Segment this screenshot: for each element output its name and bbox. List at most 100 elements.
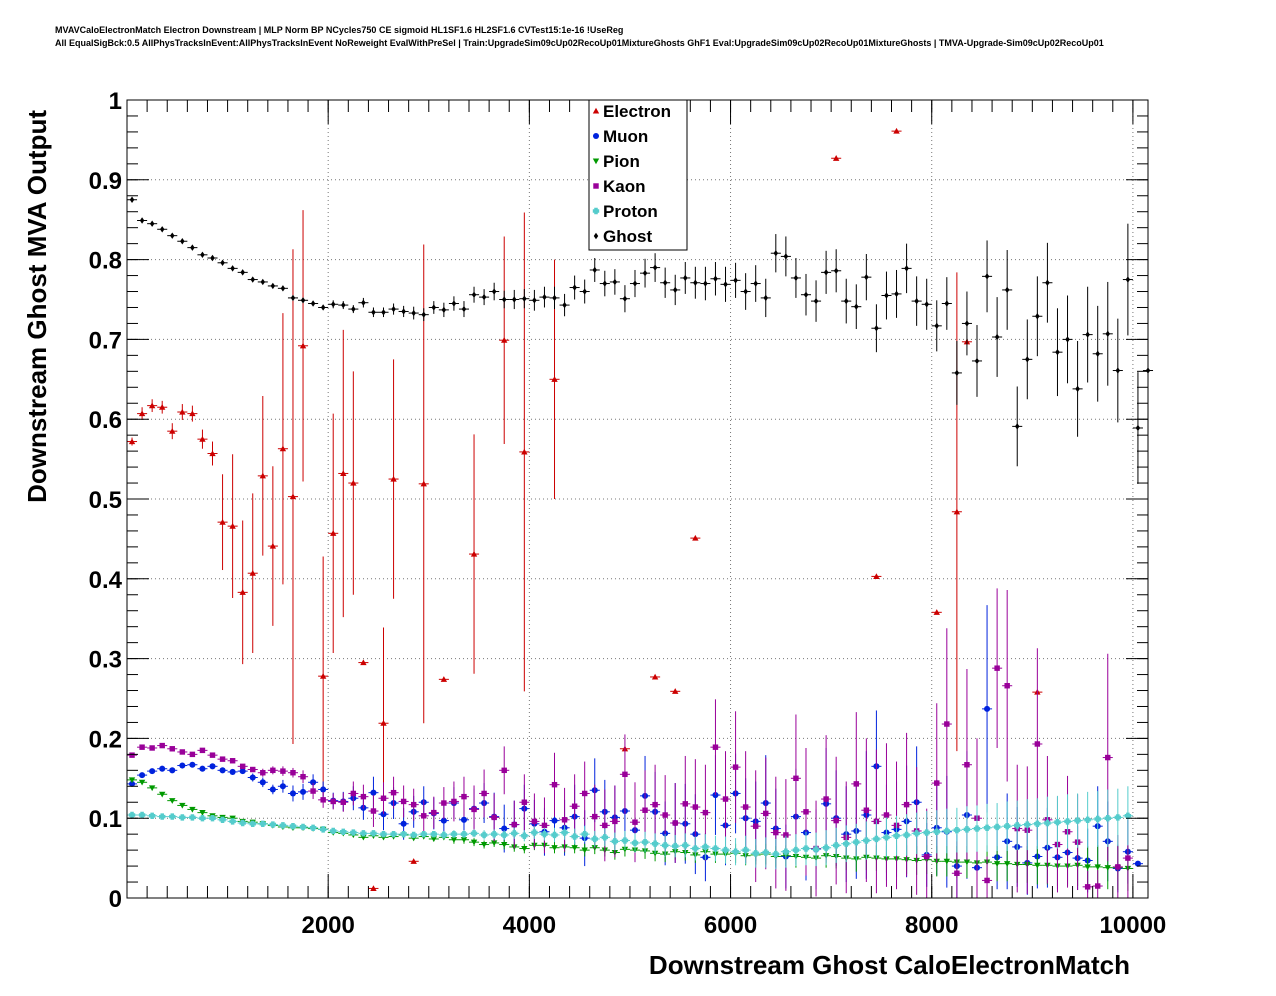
proton-marker <box>1054 818 1061 826</box>
proton-marker <box>762 849 769 856</box>
ghost-point <box>811 280 822 322</box>
kaon-marker <box>863 807 870 813</box>
proton-marker <box>682 842 689 849</box>
ghost-point <box>1132 372 1143 484</box>
ghost-point <box>710 261 721 296</box>
x-tick-label: 4000 <box>503 912 556 939</box>
kaon-point <box>569 774 580 839</box>
pion-marker <box>480 841 488 848</box>
kaon-point <box>770 776 781 889</box>
proton-point <box>157 813 168 820</box>
ghost-marker <box>401 308 406 315</box>
electron-marker <box>370 885 377 891</box>
proton-point <box>438 830 449 839</box>
kaon-point <box>549 752 560 817</box>
proton-marker <box>1074 817 1081 824</box>
kaon-point <box>1092 870 1103 898</box>
ghost-point <box>1092 305 1103 402</box>
ghost-point <box>971 325 983 397</box>
pion-point <box>147 785 158 792</box>
kaon-marker <box>732 764 739 770</box>
proton-marker <box>913 830 920 837</box>
muon-point <box>137 772 148 779</box>
kaon-point <box>619 734 630 815</box>
proton-point <box>197 815 208 822</box>
proton-point <box>579 826 590 843</box>
ghost-marker <box>864 273 869 281</box>
proton-marker <box>702 843 709 851</box>
ghost-point <box>298 297 309 304</box>
proton-marker <box>148 812 156 820</box>
pion-marker <box>148 785 156 792</box>
ghost-marker <box>240 269 245 276</box>
proton-point <box>318 826 329 833</box>
kaon-point <box>579 761 590 826</box>
electron-marker <box>259 472 266 479</box>
legend-entry-ghost: Ghost <box>593 227 652 246</box>
proton-point <box>1002 801 1013 851</box>
kaon-marker <box>592 813 598 820</box>
y-tick-label: 0.7 <box>89 327 122 354</box>
ghost-point <box>982 240 993 313</box>
ghost-marker <box>310 300 316 307</box>
proton-point <box>368 830 379 837</box>
proton-point <box>1032 798 1043 850</box>
muon-point <box>187 761 198 768</box>
proton-marker <box>983 824 991 831</box>
tick-layer: 0 0.1 0.2 0.3 0.4 0.5 0.6 0.7 0.8 0.9 1 2000 4000 600… <box>89 88 1167 939</box>
ghost-point <box>499 290 510 309</box>
proton-marker <box>1003 822 1011 830</box>
x-tick-label: 2000 <box>301 912 354 939</box>
kaon-point <box>1002 589 1013 782</box>
proton-marker <box>651 840 659 847</box>
pion-marker <box>501 841 508 848</box>
legend: Electron Muon Pion Kaon Proton Ghost <box>588 99 688 251</box>
proton-point <box>277 822 288 829</box>
electron-marker <box>470 550 478 557</box>
proton-marker <box>541 830 548 838</box>
kaon-marker <box>209 752 216 758</box>
proton-point <box>911 812 922 855</box>
proton-marker <box>450 830 458 838</box>
kaon-point <box>982 856 993 898</box>
ghost-marker <box>1085 331 1090 338</box>
y-tick-label: 1 <box>109 88 122 115</box>
x-axis-title: Downstream Ghost CaloElectronMatch <box>649 950 1130 980</box>
proton-point <box>549 827 560 843</box>
proton-point <box>780 835 791 868</box>
proton-marker <box>430 830 438 838</box>
ghost-marker <box>823 269 829 276</box>
pion-marker <box>169 798 176 804</box>
ghost-marker <box>371 309 376 316</box>
ghost-marker <box>139 217 145 224</box>
kaon-point <box>408 788 419 821</box>
kaon-marker <box>380 795 387 801</box>
kaon-point <box>247 766 258 773</box>
ghost-point <box>992 297 1003 377</box>
ghost-marker <box>159 226 165 233</box>
ghost-marker <box>1115 367 1121 374</box>
proton-marker <box>601 834 609 841</box>
kaon-point <box>177 749 188 755</box>
chart-header-line-2: All EqualSigBck:0.5 AllPhysTracksInEvent… <box>55 38 1104 48</box>
electron-point <box>469 434 480 674</box>
proton-point <box>901 814 912 856</box>
muon-marker <box>149 768 156 775</box>
electron-marker <box>289 493 297 500</box>
kaon-marker <box>632 819 638 825</box>
pion-marker <box>1094 864 1101 871</box>
proton-point <box>800 831 812 866</box>
ghost-marker <box>753 280 758 287</box>
ghost-point <box>740 273 751 310</box>
electron-marker <box>501 336 508 343</box>
proton-point <box>418 830 429 838</box>
muon-marker <box>169 767 176 774</box>
kaon-marker <box>350 790 357 797</box>
ghost-point <box>1082 286 1093 383</box>
proton-point <box>448 830 459 839</box>
ghost-point <box>599 270 610 297</box>
proton-point <box>811 832 822 867</box>
legend-label-proton: Proton <box>603 202 658 221</box>
ghost-point <box>851 284 862 330</box>
ghost-marker <box>994 333 1000 341</box>
